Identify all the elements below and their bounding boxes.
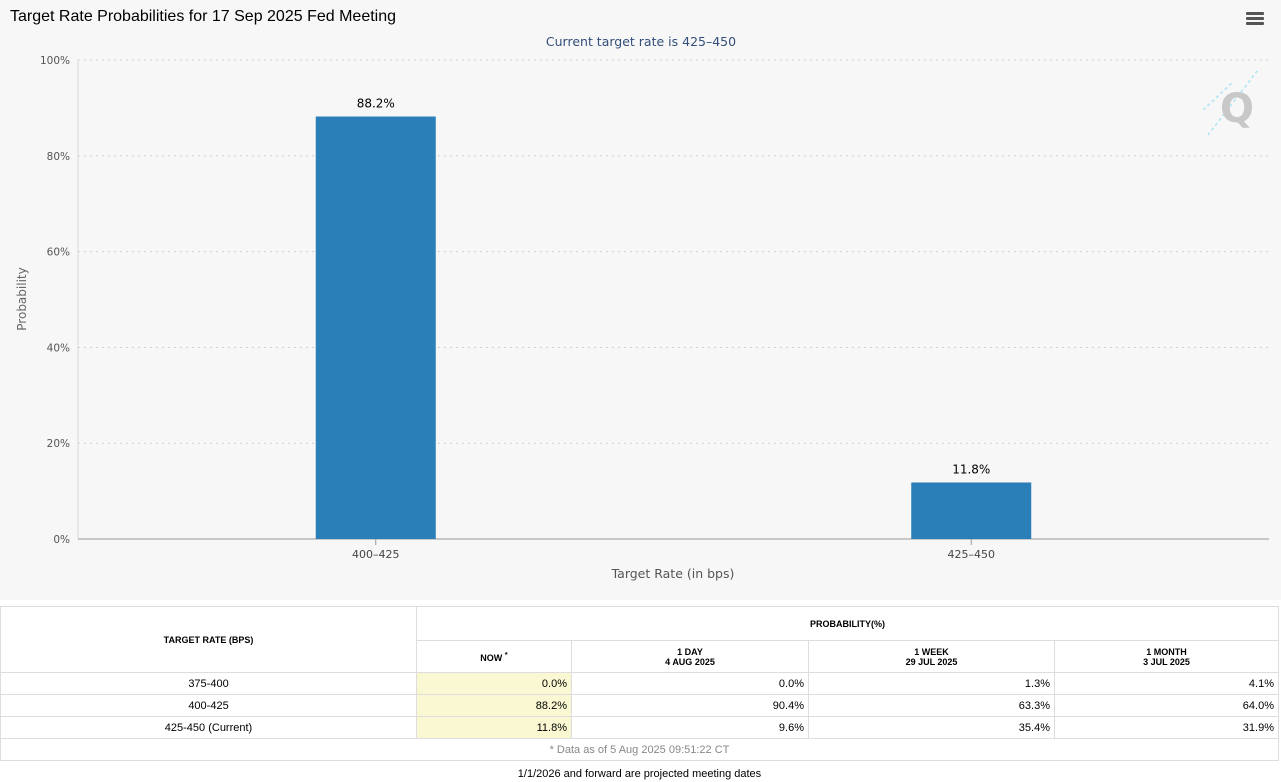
chart-subtitle: Current target rate is 425–450 [546, 34, 736, 49]
month-cell: 4.1% [1054, 672, 1279, 695]
chart-panel: Target Rate Probabilities for 17 Sep 202… [10, 8, 1269, 581]
probability-table-wrap: TARGET RATE (BPS) PROBABILITY(%) NOW * 1… [0, 606, 1281, 761]
y-tick-label: 40% [47, 342, 70, 354]
target-rate-header: TARGET RATE (BPS) [0, 606, 417, 673]
probability-table: TARGET RATE (BPS) PROBABILITY(%) NOW * 1… [0, 606, 1279, 761]
col-1week-header: 1 WEEK 29 JUL 2025 [808, 640, 1055, 673]
bar[interactable] [315, 116, 436, 539]
bar-chart: Current target rate is 425–450 0% 20% 40% 6… [15, 34, 1269, 581]
month-cell: 31.9% [1054, 716, 1279, 739]
table-row: 425-450 (Current) 11.8% 9.6% 35.4% 31.9% [0, 716, 1279, 739]
col-1day-header: 1 DAY 4 AUG 2025 [571, 640, 809, 673]
data-label: 11.8% [952, 462, 990, 476]
y-tick-label: 80% [47, 151, 70, 163]
now-cell: 88.2% [416, 694, 572, 717]
y-axis-label: Probability [15, 267, 29, 330]
col-now-header: NOW * [416, 640, 572, 673]
probability-header: PROBABILITY(%) [416, 606, 1279, 641]
day-cell: 90.4% [571, 694, 809, 717]
svg-text:Q: Q [1220, 86, 1254, 132]
bar[interactable] [911, 482, 1032, 539]
week-cell: 1.3% [808, 672, 1055, 695]
hamburger-menu-icon[interactable] [1246, 12, 1264, 28]
week-cell: 35.4% [808, 716, 1055, 739]
data-label: 88.2% [357, 97, 395, 111]
col-1month-header: 1 MONTH 3 JUL 2025 [1054, 640, 1279, 673]
y-tick-label: 0% [53, 534, 70, 546]
day-cell: 0.0% [571, 672, 809, 695]
table-row: 375-400 0.0% 0.0% 1.3% 4.1% [0, 672, 1279, 695]
quikstrike-logo-icon: Q [1203, 70, 1259, 136]
x-tick-label: 400–425 [352, 548, 400, 561]
rate-cell: 375-400 [0, 672, 417, 695]
x-tick-label: 425–450 [948, 548, 996, 561]
rate-cell: 425-450 (Current) [0, 716, 417, 739]
y-tick-label: 60% [47, 247, 70, 259]
now-cell: 0.0% [416, 672, 572, 695]
rate-cell: 400-425 [0, 694, 417, 717]
data-timestamp-note: * Data as of 5 Aug 2025 09:51:22 CT [0, 738, 1279, 761]
day-cell: 9.6% [571, 716, 809, 739]
now-cell: 11.8% [416, 716, 572, 739]
chart-title: Target Rate Probabilities for 17 Sep 202… [10, 8, 397, 25]
month-cell: 64.0% [1054, 694, 1279, 717]
y-tick-label: 100% [40, 55, 70, 67]
week-cell: 63.3% [808, 694, 1055, 717]
y-tick-label: 20% [47, 438, 70, 450]
footer-note: 1/1/2026 and forward are projected meeti… [517, 768, 762, 780]
table-row: 400-425 88.2% 90.4% 63.3% 64.0% [0, 694, 1279, 717]
x-axis-label: Target Rate (in bps) [611, 566, 735, 581]
